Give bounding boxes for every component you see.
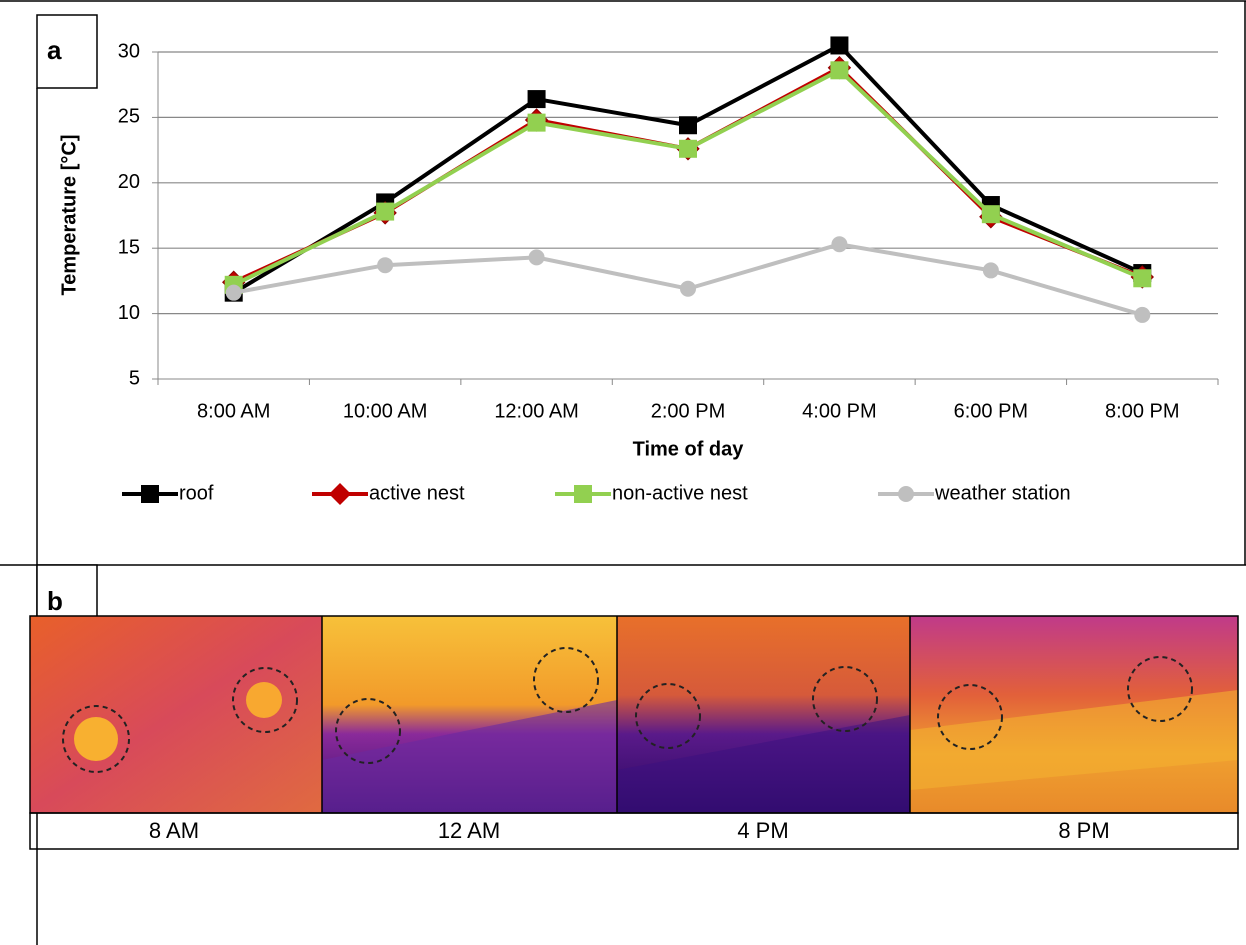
data-point bbox=[1134, 306, 1151, 323]
image-label: 12 AM bbox=[438, 818, 500, 843]
data-point bbox=[225, 284, 242, 301]
data-point bbox=[680, 280, 696, 297]
legend-marker bbox=[329, 483, 351, 505]
x-tick-label: 8:00 PM bbox=[1105, 400, 1179, 422]
y-tick-label: 20 bbox=[118, 171, 140, 193]
y-axis-title: Temperature [°C] bbox=[58, 135, 80, 296]
y-tick-label: 25 bbox=[118, 106, 140, 128]
data-point bbox=[830, 36, 849, 55]
legend-marker bbox=[898, 486, 914, 502]
data-point bbox=[528, 249, 545, 266]
x-axis-title: Time of day bbox=[633, 438, 745, 460]
x-tick-label: 6:00 PM bbox=[954, 400, 1028, 422]
legend-marker bbox=[141, 485, 159, 503]
data-point bbox=[679, 139, 697, 158]
x-tick-label: 2:00 PM bbox=[651, 400, 725, 422]
data-point bbox=[679, 116, 697, 135]
series-line bbox=[232, 42, 1144, 295]
x-tick-label: 8:00 AM bbox=[197, 400, 270, 422]
x-tick-label: 4:00 PM bbox=[802, 400, 876, 422]
y-tick-label: 30 bbox=[118, 40, 140, 62]
legend-label: non-active nest bbox=[612, 482, 748, 504]
panel-label: b bbox=[47, 586, 63, 616]
data-point bbox=[830, 61, 849, 80]
data-point bbox=[1133, 269, 1152, 288]
data-point bbox=[527, 113, 546, 132]
image-label: 8 PM bbox=[1058, 818, 1109, 843]
data-point bbox=[982, 262, 999, 279]
y-tick-label: 5 bbox=[129, 367, 140, 389]
data-point bbox=[981, 205, 1000, 224]
data-point bbox=[376, 202, 395, 221]
panel-label: a bbox=[47, 35, 62, 65]
data-point bbox=[527, 90, 546, 109]
data-point bbox=[831, 236, 848, 253]
series-line bbox=[232, 67, 1144, 287]
series-line bbox=[233, 242, 1143, 317]
image-label: 8 AM bbox=[149, 818, 199, 843]
legend-label: active nest bbox=[369, 482, 465, 504]
y-tick-label: 10 bbox=[118, 302, 140, 324]
thermal-images bbox=[29, 615, 1239, 850]
legend-label: roof bbox=[179, 482, 214, 504]
series-line bbox=[232, 65, 1144, 285]
legend-label: weather station bbox=[934, 482, 1071, 504]
y-tick-label: 15 bbox=[118, 236, 140, 258]
x-tick-label: 12:00 AM bbox=[494, 400, 579, 422]
x-tick-label: 10:00 AM bbox=[343, 400, 428, 422]
data-point bbox=[377, 257, 394, 274]
legend-marker bbox=[574, 485, 592, 503]
image-label: 4 PM bbox=[737, 818, 788, 843]
